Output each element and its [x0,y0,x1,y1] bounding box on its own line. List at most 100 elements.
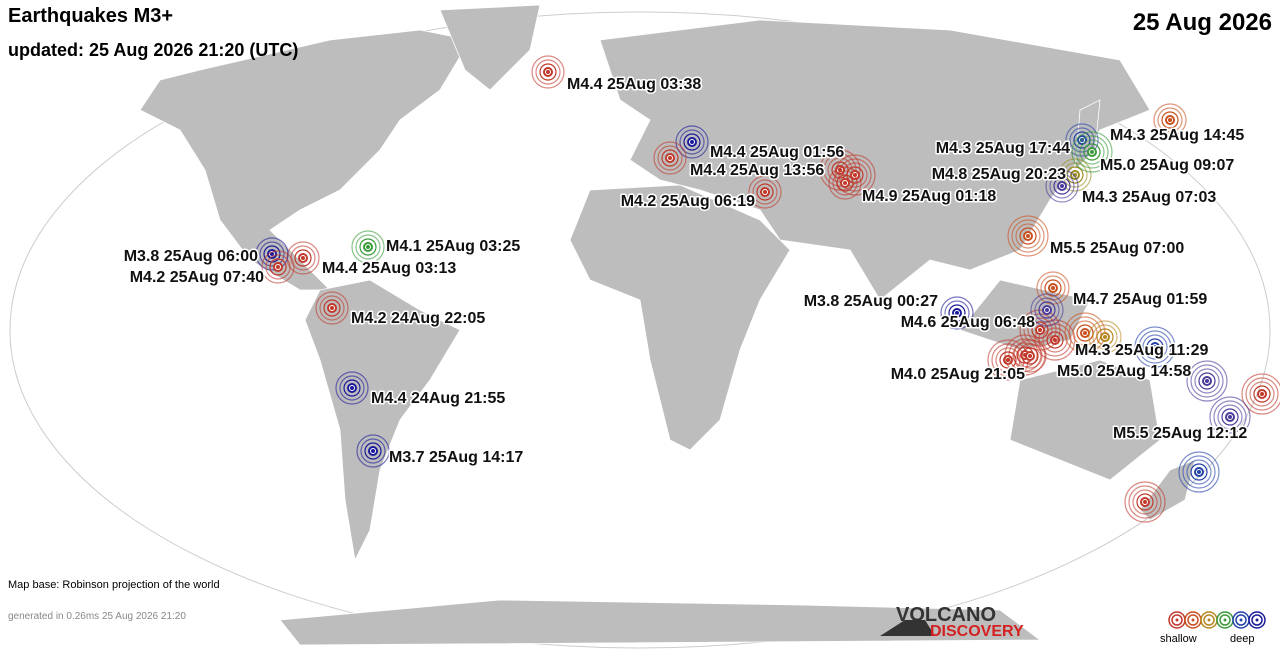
ring [756,183,774,201]
quake-marker [1186,360,1228,402]
ring [999,351,1017,369]
ring [1076,324,1094,342]
ring [364,442,382,460]
quake-marker [1209,396,1251,438]
dot [1083,331,1087,335]
quake-marker [261,250,295,284]
dot [1197,470,1201,474]
quake-label: M4.3 25Aug 11:29 [1075,342,1209,359]
ring [335,371,369,405]
dot [668,156,672,160]
ring [1221,408,1239,426]
dot [1060,184,1064,188]
dot [546,70,550,74]
ring [1253,385,1271,403]
ring [1190,364,1224,398]
legend-ring [1203,614,1215,626]
dot [1143,500,1147,504]
legend-ring [1248,611,1266,629]
ring [823,153,857,187]
quake-marker [1045,169,1079,203]
dot [1205,379,1209,383]
ring [1136,493,1154,511]
ring [679,129,705,155]
legend-dot [1207,618,1211,622]
ring [748,175,782,209]
ring [1031,321,1049,339]
quake-marker [653,141,687,175]
legend-ring [1171,614,1183,626]
quake-label: M5.0 25Aug 09:07 [1100,157,1234,174]
dot [1045,308,1049,312]
ring [1013,339,1047,373]
quake-marker [356,434,390,468]
quake-marker [351,230,385,264]
ring [1245,377,1279,411]
ring [1030,293,1064,327]
dot [330,306,334,310]
ring [1021,347,1039,365]
quake-label: M3.8 25Aug 00:27 [804,293,938,310]
quake-label: M4.8 25Aug 20:23 [932,166,1066,183]
ring [1015,223,1041,249]
quake-marker [940,296,974,330]
ring [319,295,345,321]
ring [832,170,858,196]
ring [752,179,778,205]
ring [1241,373,1280,415]
quake-label: M4.2 25Aug 07:40 [130,269,264,286]
quake-label: M4.2 25Aug 06:19 [621,193,755,210]
quake-label: M4.0 25Aug 21:05 [891,366,1025,383]
quake-label: M5.0 25Aug 14:58 [1057,363,1191,380]
dot [843,181,847,185]
quake-label: M4.3 25Aug 07:03 [1082,189,1216,206]
ring [261,250,295,284]
ring [1157,107,1183,133]
ring [1128,485,1162,519]
map-base: Map base: Robinson projection of the wor… [8,579,220,591]
quake-marker [1007,215,1049,257]
ring [1161,111,1179,129]
ring [675,125,709,159]
ring [1124,481,1166,523]
ring [1198,372,1216,390]
dot [366,245,370,249]
dot [301,256,305,260]
quake-label: M3.7 25Aug 14:17 [389,449,523,466]
quake-marker [748,175,782,209]
ring [1153,103,1187,137]
ring [360,438,386,464]
ring [1034,297,1060,323]
ring [1068,316,1102,350]
quake-marker [286,241,320,275]
legend-dot [1255,618,1259,622]
quake-marker [531,55,565,89]
ring [1186,360,1228,402]
date: 25 Aug 2026 [1133,9,1272,36]
ring [1213,400,1247,434]
dot [955,311,959,315]
ring [1007,215,1049,257]
dot [690,140,694,144]
quake-marker [828,166,862,200]
ring [1209,396,1251,438]
ring [1065,123,1099,157]
ring [995,347,1021,373]
ring [1096,328,1114,346]
ring [948,304,966,322]
ring [836,174,854,192]
ring [1186,459,1212,485]
dot [1228,415,1232,419]
ring [838,158,872,192]
updated: updated: 25 Aug 2026 21:20 (UTC) [8,40,298,60]
ring [265,254,291,280]
quake-label: M4.7 25Aug 01:59 [1073,291,1207,308]
dot [1103,335,1107,339]
ring [1217,404,1243,430]
ring [259,241,285,267]
ring [531,55,565,89]
ring [1142,334,1168,360]
quake-label: M4.6 25Aug 06:48 [901,314,1035,331]
ring [1004,334,1046,376]
quake-label: M4.3 25Aug 17:44 [936,140,1070,157]
